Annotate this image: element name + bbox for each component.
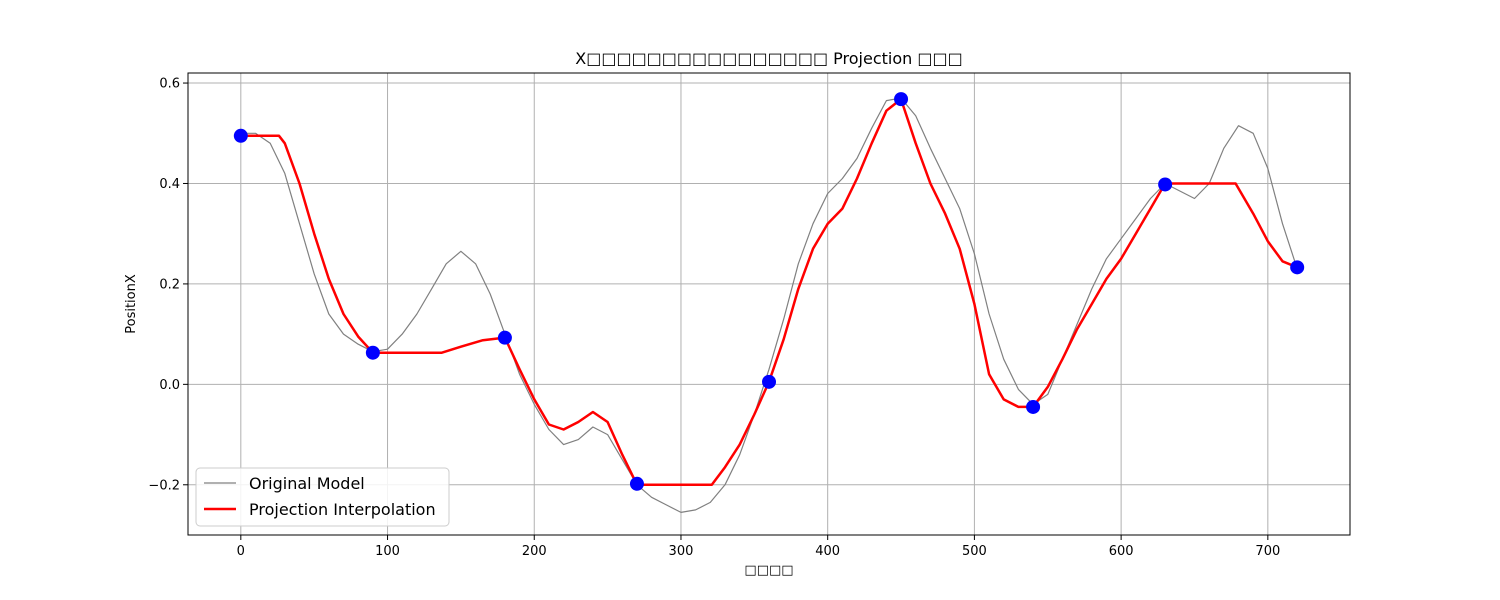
- y-tick-label: 0.4: [159, 177, 180, 192]
- x-tick-label: 400: [815, 544, 840, 559]
- x-tick-label: 0: [237, 544, 245, 559]
- keyframe-point: [233, 128, 248, 143]
- x-axis-ticks: 0 100 200 300 400 500 600 700: [237, 535, 1280, 559]
- series-line-projection-interpolation: [239, 97, 1299, 487]
- grid: [188, 73, 1350, 535]
- y-tick-label: 0.2: [159, 277, 180, 292]
- chart-title: X□□□□□□□□□□□□□□□□ Projection □□□: [575, 49, 962, 68]
- keyframe-point: [894, 92, 909, 107]
- keyframe-point: [1026, 399, 1041, 414]
- y-axis-ticks: −0.2 0.0 0.2 0.4 0.6: [148, 77, 188, 493]
- plot-frame: [187, 72, 1351, 536]
- y-tick-label: 0.0: [159, 378, 180, 393]
- legend-box: [195, 467, 450, 527]
- legend-label-original-model: Original Model: [249, 474, 365, 493]
- x-axis-label: □□□□: [744, 563, 793, 578]
- keyframe-point: [762, 374, 776, 389]
- legend: Original Model Projection Interpolation: [195, 467, 450, 527]
- y-axis-label: PositionX: [124, 274, 139, 334]
- keyframe-point: [1158, 177, 1173, 192]
- legend-label-projection-interpolation: Projection Interpolation: [249, 500, 436, 519]
- series-layer: [239, 97, 1299, 514]
- x-tick-label: 600: [1109, 544, 1134, 559]
- keyframe-point: [497, 330, 512, 345]
- keyframe-point: [629, 476, 644, 491]
- x-tick-label: 100: [375, 544, 400, 559]
- keyframe-point: [1290, 260, 1305, 275]
- x-tick-label: 200: [522, 544, 547, 559]
- marker-layer: [233, 92, 1305, 491]
- y-tick-label: −0.2: [148, 478, 180, 493]
- series-line-original-model: [240, 97, 1298, 514]
- y-tick-label: 0.6: [159, 77, 180, 92]
- keyframe-point: [365, 345, 380, 360]
- x-tick-label: 300: [669, 544, 694, 559]
- x-tick-label: 700: [1255, 544, 1280, 559]
- x-tick-label: 500: [962, 544, 987, 559]
